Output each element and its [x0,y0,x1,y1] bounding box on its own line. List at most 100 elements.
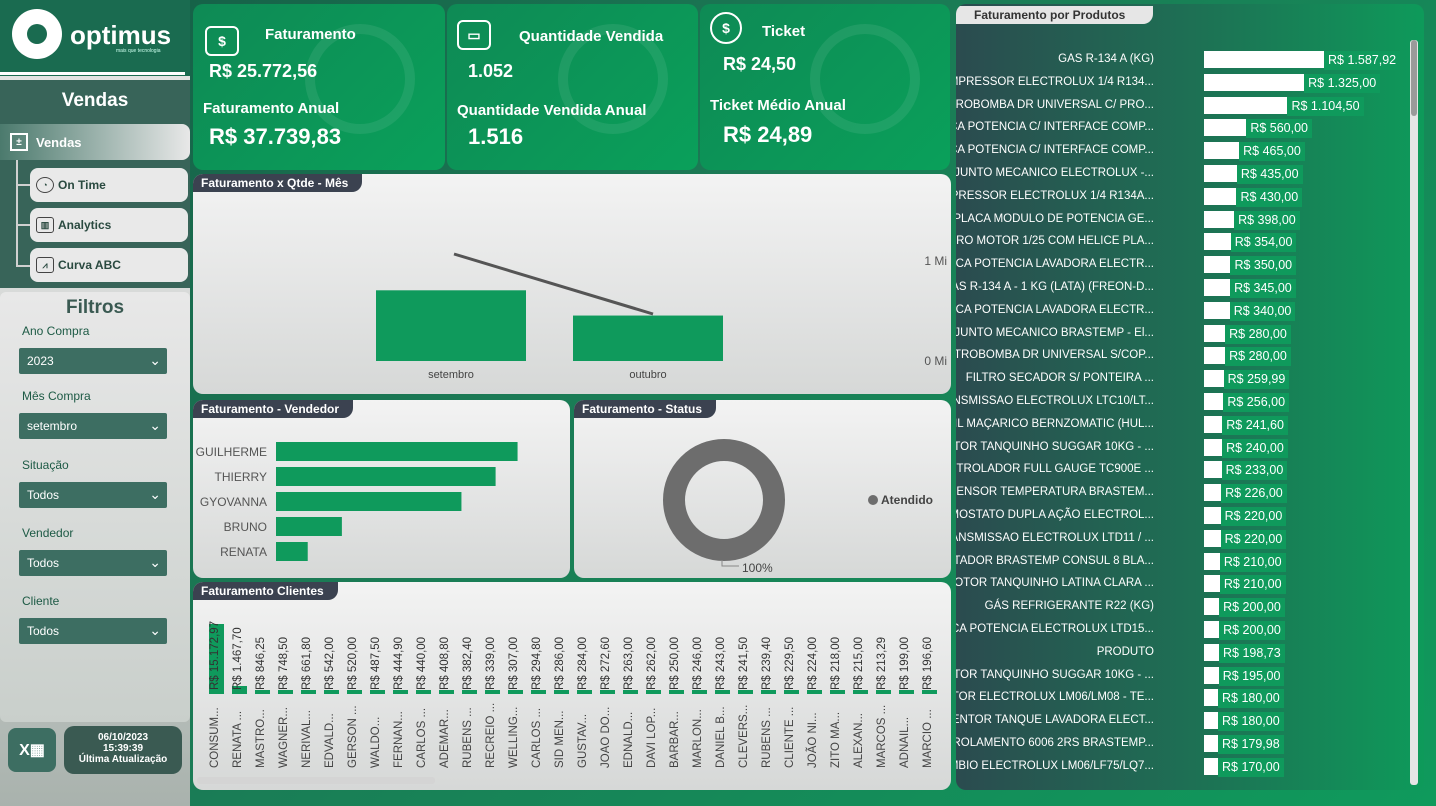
product-bar [1204,187,1237,205]
y-tick-label: 1 Mi [924,254,947,268]
product-bar [1204,73,1305,91]
client-value: R$ 542,00 [324,636,336,690]
client-value: R$ 846,25 [255,636,267,690]
filter-mes-compra[interactable]: setembro ⌄ [19,413,167,439]
filter-label: Vendedor [22,526,74,540]
nav-item-analytics[interactable]: ▥ Analytics [30,208,188,242]
seller-bar [276,467,496,486]
product-value: R$ 220,00 [1220,529,1287,549]
y-tick-label: 0 Mi [924,354,947,368]
panel-produtos: Faturamento por Produtos GAS R-134 A (KG… [956,4,1424,790]
client-bar [807,690,822,694]
client-value: R$ 246,00 [692,636,704,690]
client-value: R$ 520,00 [347,636,359,690]
chevron-down-icon: ⌄ [149,486,161,502]
client-value: R$ 15.172,97 [209,620,221,690]
client-bar [278,690,293,694]
status-leader-line [721,560,739,567]
seller-label: GUILHERME [196,445,267,459]
product-name: MOTOR TANQUINHO LATINA CLARA ... [956,577,1154,590]
vertical-scrollbar[interactable] [1410,40,1418,785]
client-name: MARCOS ... [876,704,888,768]
nav-sub-label: Curva ABC [58,258,121,272]
product-name: COMPRESSOR ELECTROLUX 1/4 R134... [956,75,1154,88]
scrollbar-thumb[interactable] [1411,40,1417,116]
product-row: MOTOR TANQUINHO LATINA CLARA ... R$ 210,0… [956,573,1416,595]
client-bar [347,690,362,694]
product-value: R$ 465,00 [1239,142,1305,162]
nav-item-on-time[interactable]: ◔ On Time [30,168,188,202]
seller-bar [276,442,518,461]
client-name: DAVI LOP... [646,707,658,768]
client-name: RUBENS ... [462,707,474,768]
nav-item-label: Vendas [36,134,82,150]
product-value: R$ 435,00 [1236,165,1303,184]
product-row: ELETROBOMBA DR UNIVERSAL S/COP... R$ 280,… [956,345,1416,367]
client-bar [830,690,845,694]
nav-section-title: Vendas [61,90,129,111]
product-bar [1204,119,1247,137]
product-name: ELETROBOMBA DR UNIVERSAL S/COP... [956,349,1154,362]
client-bar [370,690,385,694]
logo-text: optimus [70,20,172,50]
product-row: ROLAMENTO 6006 2RS BRASTEMP... R$ 179,98 [956,733,1416,755]
client-bar [922,690,937,694]
client-name: CONSUM... [209,707,221,768]
filter-cliente[interactable]: Todos ⌄ [19,618,167,644]
filter-value: Todos [27,624,60,638]
product-name: TRANSMISSAO ELECTROLUX LTD11 / ... [956,531,1154,544]
product-name: AGITADOR BRASTEMP CONSUL 8 BLA... [956,554,1154,567]
filter-vendedor[interactable]: Todos ⌄ [19,550,167,576]
product-value: R$ 180,00 [1218,712,1284,732]
client-bar [623,690,638,694]
filter-ano-compra[interactable]: 2023 ⌄ [19,348,167,374]
month-chart: setembro outubro 1 Mi 0 Mi [376,252,947,381]
money-hand-icon: $ [205,26,239,56]
status-donut-slice [663,439,785,561]
product-name: KIT PLACA MODULO DE POTENCIA GE... [956,212,1154,225]
product-bar [1204,461,1222,479]
client-value: R$ 487,50 [370,636,382,690]
product-bar [1204,256,1231,274]
client-value: R$ 218,00 [830,636,842,690]
nav-item-vendas[interactable]: ± Vendas [0,124,190,160]
product-name: MICRO MOTOR 1/25 COM HELICE PLA... [956,235,1154,248]
product-name: ELETROBOMBA DR UNIVERSAL C/ PRO... [956,98,1154,111]
client-bar [255,690,270,694]
update-date: 06/10/2023 [97,732,149,743]
panel-vendedor: Faturamento - Vendedor GUILHERME THIERRY G… [193,400,570,578]
seller-bar [276,492,462,511]
client-bar [600,690,615,694]
client-name: ZITO MA... [830,711,842,768]
money-bag-icon [305,24,415,134]
product-name: ROLAMENTO 6006 2RS BRASTEMP... [956,737,1154,749]
client-bar [439,690,454,694]
product-value: R$ 170,00 [1218,757,1284,777]
client-bar [416,690,431,694]
product-name: CONJUNTO MECANICO ELECTROLUX -... [956,167,1154,179]
product-row: CONTROLADOR FULL GAUGE TC900E ... R$ 233,… [956,459,1416,481]
product-row: CONJUNTO MECANICO ELECTROLUX -... R$ 435,… [956,163,1416,185]
product-value: R$ 241,60 [1222,415,1288,435]
excel-export-button[interactable]: X▦ [8,728,56,772]
product-value: R$ 340,00 [1229,301,1296,321]
kpi-ticket: $ Ticket R$ 24,50 Ticket Médio Anual R$ … [700,4,950,170]
product-bar [1204,666,1219,684]
product-bar [1204,51,1324,68]
product-name: GAS R-134 A (KG) [1058,53,1154,65]
product-name: PLACA POTENCIA ELECTROLUX LTD15... [956,623,1154,635]
kpi-faturamento: $ Faturamento R$ 25.772,56 Faturamento A… [193,4,445,170]
filter-situacao[interactable]: Todos ⌄ [19,482,167,508]
client-value: R$ 339,00 [485,636,497,690]
client-bar [784,690,799,694]
client-value: R$ 272,60 [600,636,612,690]
product-name: TERMOSTATO DUPLA AÇÃO ELECTROL... [956,509,1154,521]
product-name: GÁS REFRIGERANTE R22 (KG) [984,600,1154,613]
product-row: TERMOSTATO DUPLA AÇÃO ELECTROL... R$ 220,… [956,505,1416,527]
logo-area: optimus mais que tecnologia [0,0,190,76]
seller-label: THIERRY [215,470,267,484]
client-bar [738,690,753,694]
horizontal-scrollbar[interactable] [197,777,435,784]
product-row: REFIL MAÇARICO BERNZOMATIC (HUL... R$ 241… [956,414,1416,436]
nav-item-curva-abc[interactable]: ⩘ Curva ABC [30,248,188,282]
